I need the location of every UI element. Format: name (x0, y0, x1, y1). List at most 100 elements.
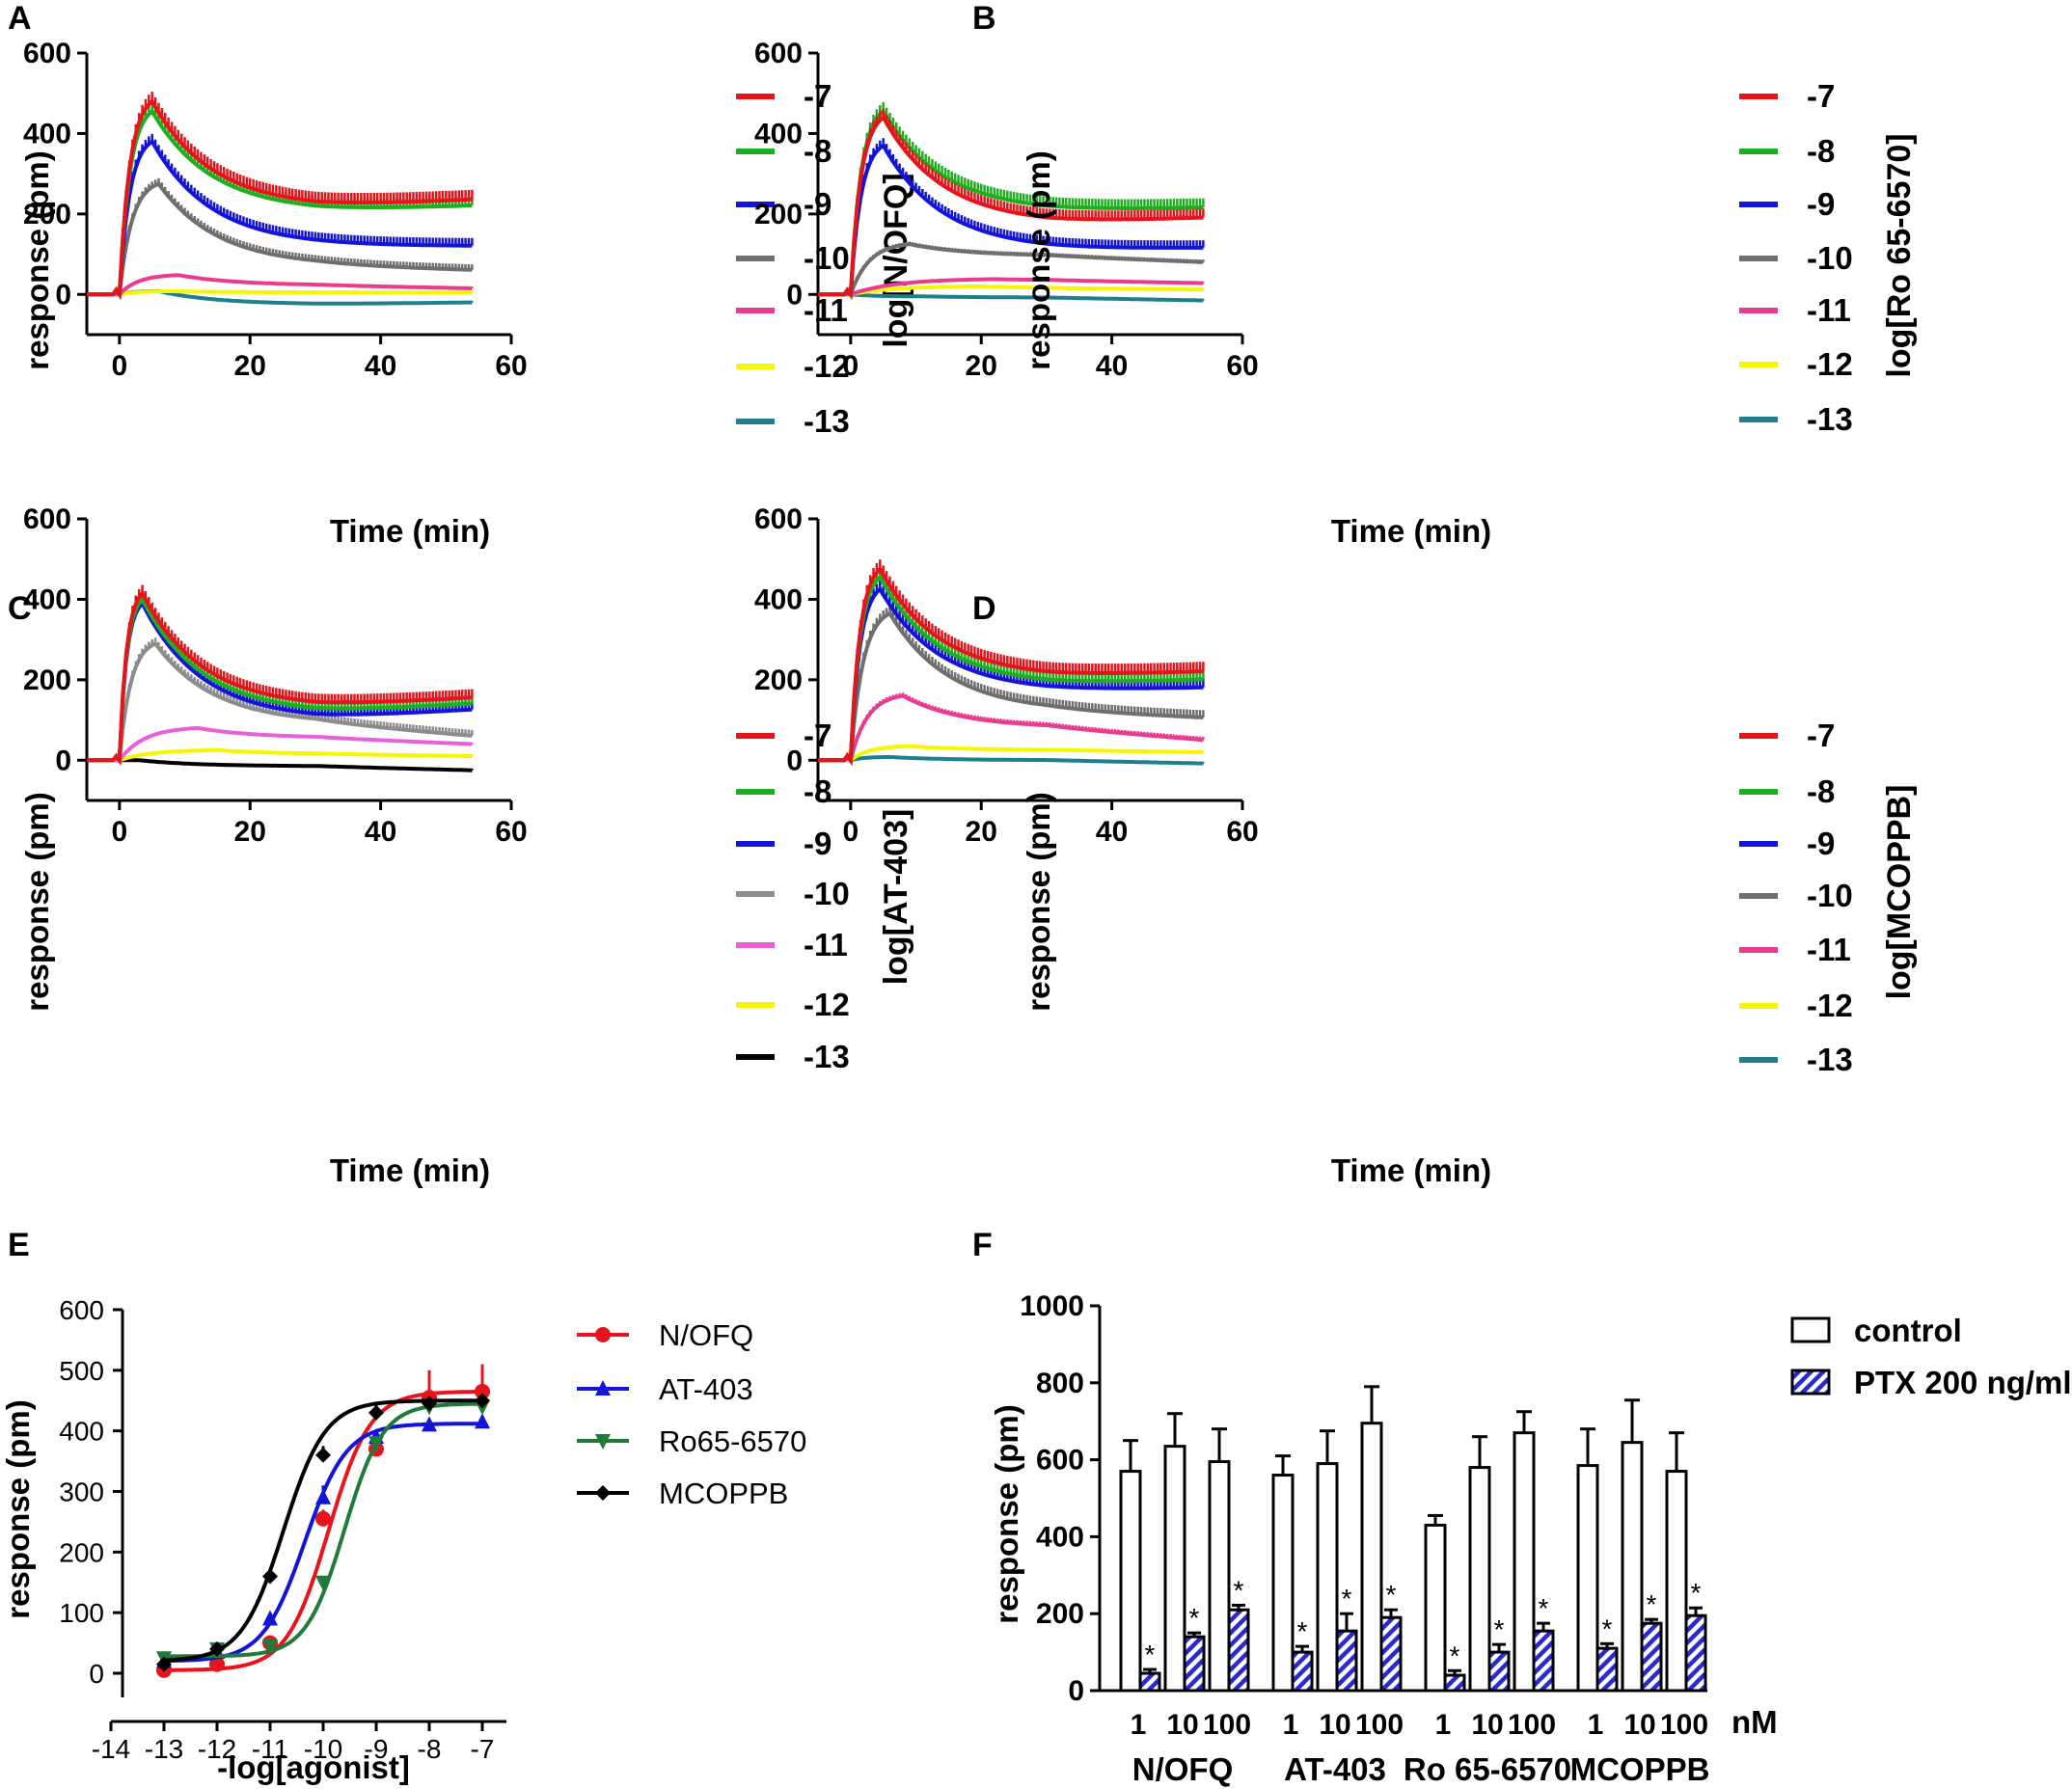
x-tick-label: 20 (234, 816, 266, 848)
series-errorbars--7 (852, 559, 1205, 701)
xlabel-a: Time (min) (330, 513, 490, 549)
legend-marker-N/OFQ (595, 1327, 611, 1342)
curves-e (156, 1364, 490, 1678)
y-tick-label: 600 (754, 38, 803, 69)
data-point-AT-403 (315, 1488, 331, 1504)
ptx-bar (1227, 1608, 1250, 1693)
control-bar (1271, 1474, 1295, 1693)
y-tick-label: 0 (55, 745, 71, 776)
legend-title-c: log[AT-403] (878, 809, 914, 986)
significance-star: * (1342, 1584, 1352, 1613)
series-line--13 (818, 754, 1204, 766)
y-tick-label: 600 (1036, 1445, 1084, 1477)
ptx-bar (1532, 1629, 1555, 1693)
ptx-bar (1379, 1615, 1403, 1693)
y-tick-label: 400 (23, 583, 71, 615)
legend-label-ptx: PTX 200 ng/ml (1854, 1365, 2072, 1400)
legend-b: -7 -8 -9 -10 -11 -12 -13 (1739, 78, 1853, 437)
data-point-AT-403 (262, 1610, 278, 1626)
control-bar (1163, 1445, 1186, 1693)
significance-star: * (1647, 1589, 1657, 1619)
x-tick-label: -11 (252, 1734, 288, 1764)
legend-label--12: -12 (1807, 346, 1853, 382)
bar-group-MCOPPB: * 1 * 10 * 100 MCOPPB (1570, 1398, 1709, 1787)
series-errorbars--13 (852, 292, 1205, 301)
x-tick-label: 60 (495, 350, 527, 382)
dose-label: 1 (1283, 1709, 1299, 1741)
dose-label: 10 (1623, 1709, 1655, 1741)
x-tick-label: -12 (198, 1734, 236, 1764)
series-line--12 (87, 747, 473, 763)
series-errorbars--9 (852, 138, 1205, 253)
ptx-bar (1443, 1673, 1466, 1693)
legend-label--11: -11 (1807, 932, 1851, 967)
y-tick-label: 600 (59, 1295, 104, 1325)
legend-f: control PTX 200 ng/ml (1790, 1313, 2072, 1400)
y-tick-label: 1000 (1020, 1290, 1084, 1322)
legend-label--12: -12 (804, 987, 850, 1022)
legend-label--13: -13 (1807, 401, 1853, 437)
x-tick-label: -8 (418, 1734, 442, 1764)
ylabel-d: response (pm) (1021, 792, 1056, 1011)
series-errorbars--11 (852, 692, 1205, 748)
legend-label--13: -13 (804, 1039, 850, 1074)
legend-label--11: -11 (804, 927, 848, 962)
bars-f: *1*10*100N/OFQ*1*10*100AT-403*1*10*100Ro… (1119, 1385, 1709, 1787)
x-tick-label: 0 (112, 816, 128, 848)
x-tick-label: 60 (1226, 350, 1258, 382)
series-errorbars--10 (121, 637, 474, 736)
xlabel-c: Time (min) (330, 1152, 490, 1188)
legend-title-a: log[N/OFQ] (878, 173, 914, 347)
data-point-MCOPPB (422, 1396, 437, 1412)
legend-title-b: log[Ro 65-6570] (1881, 133, 1918, 377)
dose-label: 100 (1355, 1709, 1404, 1741)
ptx-bar (1138, 1671, 1161, 1693)
significance-star: * (1297, 1616, 1308, 1646)
y-tick-label: 0 (786, 279, 803, 311)
x-tick-label: 20 (966, 350, 997, 382)
ptx-bar (1640, 1621, 1663, 1693)
curves-b (818, 101, 1205, 303)
control-bar (1576, 1464, 1599, 1693)
y-tick-label: 200 (754, 199, 803, 230)
control-bar (1316, 1462, 1339, 1693)
legend-label-Ro65-6570: Ro65-6570 (659, 1424, 806, 1458)
fit-curve-MCOPPB (163, 1398, 480, 1663)
panel-label-c: C (8, 590, 32, 627)
legend-label-N/OFQ: N/OFQ (659, 1318, 753, 1352)
bar-group-AT-403: * 1 * 10 * 100 AT-403 (1271, 1385, 1404, 1787)
series-errorbars--10 (852, 606, 1205, 725)
legend-label-MCOPPB: MCOPPB (659, 1477, 788, 1510)
series-line--11 (87, 273, 473, 297)
x-tick-label: 0 (112, 350, 128, 382)
ylabel-e: response (pm) (0, 1399, 36, 1618)
y-tick-label: 500 (59, 1356, 104, 1386)
control-bar (1119, 1470, 1142, 1693)
unit-label-f: nM (1731, 1704, 1778, 1740)
significance-star: * (1234, 1575, 1244, 1605)
legend-label--10: -10 (1807, 240, 1853, 276)
y-tick-label: 0 (89, 1659, 104, 1689)
significance-star: * (1145, 1640, 1156, 1669)
legend-label--13: -13 (1807, 1042, 1853, 1077)
series-errorbars--7 (852, 108, 1205, 244)
legend-swatch-ptx (1790, 1369, 1831, 1396)
ptx-bar (1487, 1650, 1511, 1693)
panel-label-f: F (972, 1227, 993, 1263)
dose-label: 1 (1435, 1709, 1452, 1741)
y-tick-label: 400 (23, 118, 71, 149)
xlabel-b: Time (min) (1331, 513, 1491, 549)
series-errorbars--7 (121, 92, 474, 240)
panel-label-e: E (8, 1227, 30, 1263)
ptx-bar (1291, 1650, 1314, 1693)
legend-label--8: -8 (1807, 773, 1835, 809)
control-bar (1468, 1466, 1491, 1693)
x-tick-label: -9 (365, 1734, 389, 1764)
ptx-bar (1684, 1613, 1707, 1693)
legend-label--10: -10 (804, 876, 850, 911)
series-errorbars--11 (121, 273, 474, 291)
dose-label: 1 (1131, 1709, 1147, 1741)
